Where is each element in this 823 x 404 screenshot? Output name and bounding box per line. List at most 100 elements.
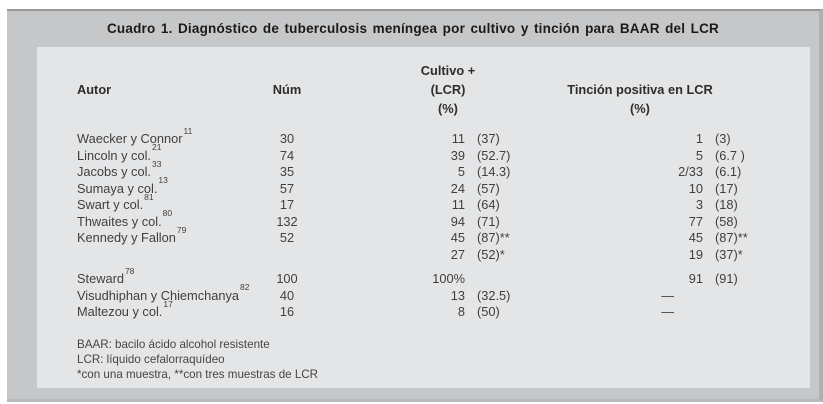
author-name: Thwaites y col. — [77, 213, 162, 229]
table-row: Kennedy y Fallon79 52 45 (87)** 45 (87)*… — [77, 225, 802, 247]
tincion-count-cell: 19 — [688, 246, 703, 262]
table-footnotes: BAAR: bacilo ácido alcohol resistente LC… — [77, 337, 802, 382]
cultivo-count-cell: 94 — [450, 213, 465, 229]
cultivo-pct-cell: (50) — [477, 304, 500, 319]
table-row: Visudhiphan y Chiemchanya82 40 13 (32.5)… — [77, 283, 803, 305]
num-cell — [250, 247, 324, 264]
cultivo-count-cell: 11 — [451, 197, 465, 212]
author-cell: Kennedy y Fallon79 — [77, 225, 250, 247]
header-tincion-line1: Tinción positiva en LCR — [567, 82, 713, 97]
tincion-pct-cell: (17) — [715, 180, 738, 196]
header-cultivo-line1: Cultivo + — [420, 63, 476, 78]
author-name: Lincoln y col. — [77, 147, 151, 163]
table-header-row: Autor Núm Cultivo + (LCR) (%) Tinción po… — [77, 61, 802, 118]
tincion-pct-cell: (18) — [715, 197, 738, 212]
cultivo-pct-cell — [465, 271, 537, 288]
table-row: Waecker y Connor11 30 11 (37) 1 (3) — [77, 126, 802, 148]
cultivo-count-cell: 11 — [451, 131, 465, 146]
table-row: Maltezou y col.17 16 8 (50) — — [77, 299, 803, 321]
author-name: Kennedy y Fallon — [77, 230, 176, 245]
tincion-pct-cell: (3) — [715, 131, 731, 146]
reference-superscript: 80 — [162, 208, 173, 219]
tincion-count-cell: 91 — [688, 271, 703, 286]
tincion-pct-cell: (58) — [715, 213, 738, 229]
tincion-pct-cell: (37)* — [715, 246, 743, 262]
table-title: Cuadro 1. Diagnóstico de tuberculosis me… — [106, 21, 720, 36]
num-cell: 17 — [279, 197, 295, 212]
author-cell — [77, 247, 250, 264]
cultivo-count-cell: 39 — [450, 147, 465, 163]
cultivo-count-cell: 8 — [457, 304, 465, 319]
tincion-pct-cell: (6.7 ) — [715, 147, 745, 163]
table-row-continuation: 27 (52)* 19 (37)* — [77, 247, 802, 264]
num-cell: 35 — [279, 164, 295, 179]
reference-superscript: 11 — [183, 125, 193, 136]
num-cell: 57 — [279, 180, 295, 196]
tincion-count-cell: 1 — [695, 131, 703, 146]
tincion-pct-cell — [703, 288, 803, 305]
table-row: Thwaites y col.80 132 94 (71) 77 (58) — [77, 209, 802, 231]
author-name: Maltezou y col. — [77, 304, 163, 319]
cultivo-count-cell: 24 — [450, 180, 465, 196]
author-cell: Sumaya y col.13 — [77, 176, 250, 198]
cultivo-pct-cell: (32.5) — [477, 287, 511, 303]
table-row: Sumaya y col.13 57 24 (57) 10 (17) — [77, 176, 802, 198]
author-cell: Steward78 — [77, 266, 250, 288]
tincion-pct-cell: (87)** — [715, 230, 748, 245]
tincion-count-cell: — — [661, 287, 674, 303]
tincion-count-cell: 77 — [688, 213, 703, 229]
tincion-pct-cell — [703, 304, 803, 321]
author-cell: Maltezou y col.17 — [77, 299, 250, 321]
header-tincion: Tinción positiva en LCR (%) — [537, 61, 803, 118]
cultivo-pct-cell: (57) — [477, 180, 500, 196]
header-cultivo-line2: (LCR) — [430, 82, 466, 97]
cultivo-count-cell: 5 — [457, 164, 465, 179]
cultivo-pct-cell: (87)** — [477, 230, 510, 245]
tincion-count-cell: 3 — [695, 197, 703, 212]
num-cell: 74 — [279, 147, 295, 163]
author-name: Sumaya y col. — [77, 180, 158, 196]
tincion-count-cell: 2/33 — [678, 164, 703, 179]
table-row: Swart y col.81 17 11 (64) 3 (18) — [77, 192, 802, 214]
tincion-count-cell: 5 — [695, 147, 703, 163]
author-name: Steward — [77, 271, 124, 286]
table-row: Lincoln y col.21 74 39 (52.7) 5 (6.7 ) — [77, 143, 802, 165]
header-cultivo: Cultivo + (LCR) (%) — [324, 61, 537, 118]
table-row: Jacobs y col.33 35 5 (14.3) 2/33 (6.1) — [77, 159, 802, 181]
cultivo-pct-cell: (52.7) — [477, 147, 511, 163]
author-cell: Jacobs y col.33 — [77, 159, 250, 181]
tincion-count-cell: — — [661, 304, 674, 319]
cultivo-count-cell: 13 — [450, 287, 465, 303]
num-cell: 16 — [279, 304, 295, 319]
table-frame: Cuadro 1. Diagnóstico de tuberculosis me… — [7, 9, 823, 402]
cultivo-count-cell: 27 — [450, 246, 465, 262]
header-num: Núm — [272, 82, 302, 97]
cultivo-pct-cell: (14.3) — [477, 164, 511, 179]
author-cell: Thwaites y col.80 — [77, 209, 250, 231]
num-cell: 132 — [276, 213, 298, 229]
reference-superscript: 81 — [144, 191, 154, 202]
tincion-count-cell: 45 — [688, 230, 703, 245]
header-cultivo-line3: (%) — [438, 101, 458, 116]
cultivo-pct-cell: (64) — [477, 197, 500, 212]
author-cell: Waecker y Connor11 — [77, 126, 250, 148]
tincion-pct-cell: (6.1) — [715, 164, 742, 179]
header-autor: Autor — [77, 82, 112, 97]
author-name: Waecker y Connor — [77, 131, 183, 146]
author-cell: Visudhiphan y Chiemchanya82 — [77, 283, 250, 305]
reference-superscript: 79 — [176, 224, 187, 235]
cultivo-pct-cell: (37) — [477, 131, 500, 146]
reference-superscript: 78 — [124, 265, 135, 276]
author-cell: Swart y col.81 — [77, 192, 250, 214]
num-cell: 40 — [279, 287, 295, 303]
reference-superscript: 13 — [158, 175, 168, 186]
num-cell: 100 — [276, 271, 298, 286]
footnote-muestras: *con una muestra, **con tres muestras de… — [77, 367, 319, 381]
cultivo-count-cell: 100% — [432, 271, 465, 286]
num-cell: 30 — [279, 131, 295, 146]
table-panel: Autor Núm Cultivo + (LCR) (%) Tinción po… — [37, 47, 810, 388]
footnote-lcr: LCR: líquido cefalorraquídeo — [77, 352, 225, 366]
cultivo-count-cell: 45 — [450, 230, 465, 245]
author-cell: Lincoln y col.21 — [77, 143, 250, 165]
reference-superscript: 33 — [151, 158, 162, 169]
